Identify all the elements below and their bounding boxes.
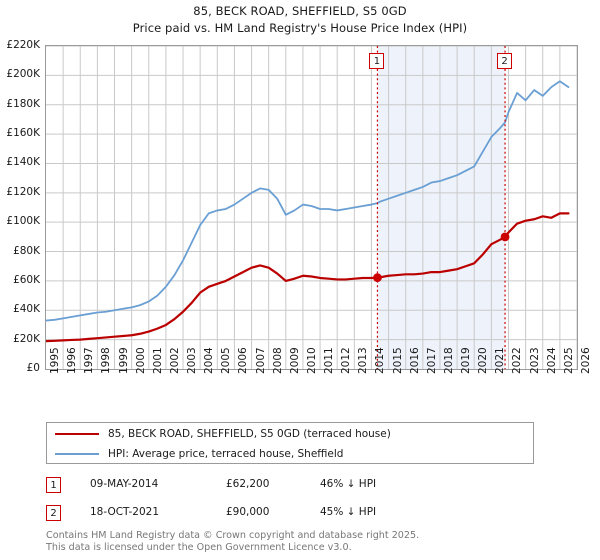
transaction-index-badge: 1	[46, 477, 61, 493]
x-axis-tick-label: 1996	[66, 347, 79, 374]
transaction-hpi-delta: 45% ↓ HPI	[320, 506, 377, 518]
footer-line-1: Contains HM Land Registry data © Crown c…	[46, 530, 420, 541]
transaction-date: 18-OCT-2021	[90, 506, 159, 518]
y-axis-tick-label: £0	[26, 362, 40, 374]
x-axis-tick-label: 2012	[340, 347, 353, 374]
y-axis: £0 £20K £40K £60K £80K £100K £120K £140K £160K £1…	[0, 0, 45, 560]
page-subtitle: Price paid vs. HM Land Registry's House …	[132, 21, 468, 35]
x-axis-tick-label: 2018	[442, 347, 455, 374]
transaction-row: 2 18-OCT-2021 £90,000 45% ↓ HPI	[46, 505, 496, 527]
legend-swatch-blue-icon	[55, 453, 99, 455]
x-axis-tick-label: 2013	[357, 347, 370, 374]
transaction-marker-dot[interactable]	[500, 232, 510, 242]
x-axis-tick-label: 2009	[288, 347, 301, 374]
x-axis-tick-label: 2006	[237, 347, 250, 374]
chart-marker-flag[interactable]: 2	[497, 53, 513, 69]
x-axis-tick-label: 2010	[305, 347, 318, 374]
transaction-index-badge: 2	[46, 505, 61, 521]
series-line-price-paid	[46, 212, 570, 343]
footer-line-2: This data is licensed under the Open Gov…	[46, 541, 352, 553]
chart-legend: 85, BECK ROAD, SHEFFIELD, S5 0GD (terrac…	[46, 422, 534, 464]
legend-item-hpi: HPI: Average price, terraced house, Shef…	[47, 444, 533, 464]
x-axis-tick-label: 1999	[117, 347, 130, 374]
transaction-marker-dot[interactable]	[373, 273, 382, 283]
legend-swatch-red-icon	[55, 433, 99, 435]
x-axis-tick-label: 2003	[186, 347, 199, 374]
x-axis-tick-label: 2023	[528, 347, 541, 374]
x-axis-tick-label: 2026	[580, 347, 592, 374]
chart-canvas	[46, 46, 577, 369]
transaction-price: £90,000	[226, 506, 270, 518]
highlight-span	[377, 46, 506, 369]
x-axis-tick-label: 2020	[477, 347, 490, 374]
x-axis-tick-label: 2000	[134, 347, 147, 374]
legend-label-price-paid: 85, BECK ROAD, SHEFFIELD, S5 0GD (terrac…	[108, 428, 391, 440]
x-axis-tick-label: 2014	[374, 347, 387, 374]
y-axis-tick-label: £80K	[13, 244, 40, 257]
x-axis-tick-label: 2016	[408, 347, 421, 374]
x-axis-tick-label: 2021	[494, 347, 507, 374]
x-axis-tick-label: 2024	[545, 347, 558, 374]
y-axis-tick-label: £160K	[6, 127, 40, 140]
x-axis-tick-label: 1995	[49, 347, 61, 374]
y-axis-tick-label: £60K	[13, 273, 40, 286]
x-axis-tick-label: 1997	[83, 347, 96, 374]
y-axis-tick-label: £200K	[6, 68, 40, 81]
page-title: 85, BECK ROAD, SHEFFIELD, S5 0GD	[193, 4, 407, 18]
y-axis-tick-label: £140K	[6, 156, 40, 169]
y-axis-tick-label: £220K	[6, 39, 40, 51]
chart-marker-flag[interactable]: 1	[369, 53, 385, 69]
x-axis-tick-label: 2017	[425, 347, 438, 374]
x-axis-tick-label: 2001	[151, 347, 164, 374]
x-axis-tick-label: 2002	[168, 347, 181, 374]
transaction-price: £62,200	[226, 478, 270, 490]
x-axis-tick-label: 2008	[271, 347, 284, 374]
transaction-row: 1 09-MAY-2014 £62,200 46% ↓ HPI	[46, 477, 496, 499]
x-axis-tick-label: 2005	[220, 347, 233, 374]
transaction-hpi-delta: 46% ↓ HPI	[320, 478, 377, 490]
transaction-date: 09-MAY-2014	[90, 478, 159, 490]
y-axis-tick-label: £120K	[6, 185, 40, 198]
x-axis-tick-label: 2025	[562, 347, 575, 374]
y-axis-tick-label: £100K	[6, 215, 40, 228]
x-axis-tick-label: 2004	[203, 347, 216, 374]
legend-label-hpi: HPI: Average price, terraced house, Shef…	[108, 448, 344, 460]
x-axis-tick-label: 2019	[460, 347, 473, 374]
y-axis-tick-label: £20K	[13, 332, 40, 345]
footer-attribution: Contains HM Land Registry data © Crown c…	[46, 530, 419, 553]
x-axis-tick-label: 2022	[511, 347, 524, 374]
chart-plot-area	[45, 45, 578, 370]
series-line-hpi	[46, 80, 570, 322]
x-axis-tick-label: 1998	[100, 347, 113, 374]
x-axis-tick-label: 2015	[391, 347, 404, 374]
x-axis-tick-label: 2007	[254, 347, 267, 374]
y-axis-tick-label: £40K	[13, 303, 40, 316]
legend-item-price-paid: 85, BECK ROAD, SHEFFIELD, S5 0GD (terrac…	[47, 424, 533, 444]
y-axis-tick-label: £180K	[6, 97, 40, 110]
x-axis-tick-label: 2011	[323, 347, 336, 374]
